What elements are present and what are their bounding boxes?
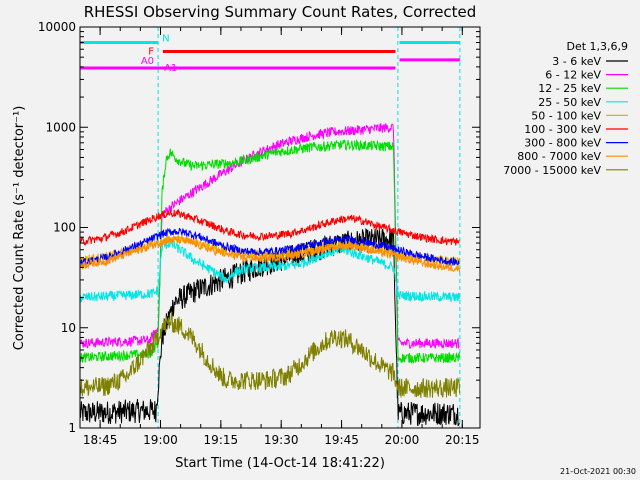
x-tick-label-3: 19:30 bbox=[264, 433, 299, 447]
x-tick-label-4: 19:45 bbox=[324, 433, 359, 447]
legend-label-3: 25 - 50 keV bbox=[538, 96, 601, 109]
legend-label-6: 300 - 800 keV bbox=[524, 137, 601, 150]
y-tick-label-2: 100 bbox=[53, 221, 76, 235]
axes-layer: 1 10 100 1000 10000 18:45 19:00 19:15 19:30 19:45… bbox=[38, 20, 480, 447]
series-layer bbox=[79, 123, 461, 427]
y-axis-label: Corrected Count Rate (s⁻¹ detector⁻¹) bbox=[12, 106, 27, 351]
night-intervals bbox=[157, 27, 461, 428]
timestamp: 21-Oct-2021 00:30 bbox=[560, 467, 636, 476]
series-line-7 bbox=[79, 234, 461, 273]
x-tick-label-2: 19:15 bbox=[204, 433, 239, 447]
chart-title: RHESSI Observing Summary Count Rates, Co… bbox=[84, 3, 477, 21]
x-tick-label-1: 19:00 bbox=[143, 433, 178, 447]
legend-label-0: 3 - 6 keV bbox=[552, 55, 601, 68]
flag-label-N: N bbox=[162, 34, 169, 45]
y-tick-label-1: 10 bbox=[61, 321, 76, 335]
flag-label-A0: A0 bbox=[141, 56, 154, 67]
x-tick-label-5: 20:00 bbox=[385, 433, 420, 447]
legend-header: Det 1,3,6,9 bbox=[566, 40, 628, 53]
x-axis-label: Start Time (14-Oct-14 18:41:22) bbox=[175, 456, 385, 471]
y-tick-label-4: 10000 bbox=[38, 20, 76, 34]
legend-label-8: 7000 - 15000 keV bbox=[503, 164, 601, 177]
x-tick-label-6: 20:15 bbox=[445, 433, 480, 447]
series-line-5 bbox=[79, 208, 460, 247]
legend-label-4: 50 - 100 keV bbox=[531, 109, 601, 122]
legend-label-1: 6 - 12 keV bbox=[545, 69, 601, 82]
series-line-8 bbox=[79, 311, 461, 398]
series-line-3 bbox=[79, 239, 461, 303]
flag-label-A1: A1 bbox=[164, 63, 177, 74]
flag-label-F: F bbox=[148, 46, 154, 57]
y-tick-label-0: 1 bbox=[68, 421, 76, 435]
legend-label-7: 800 - 7000 keV bbox=[517, 150, 601, 163]
legend-label-5: 100 - 300 keV bbox=[524, 123, 601, 136]
legend-label-2: 12 - 25 keV bbox=[538, 82, 601, 95]
series-line-6 bbox=[79, 227, 460, 267]
x-tick-label-0: 18:45 bbox=[83, 433, 118, 447]
y-tick-label-3: 1000 bbox=[45, 120, 76, 134]
